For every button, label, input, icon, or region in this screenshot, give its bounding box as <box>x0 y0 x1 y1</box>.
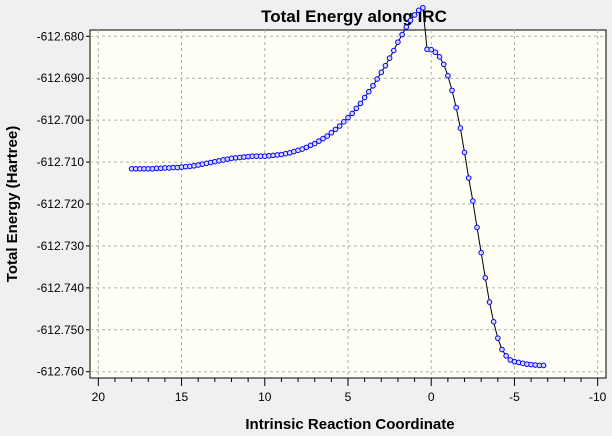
data-markers <box>128 4 547 369</box>
data-point <box>353 105 360 112</box>
data-point <box>328 129 335 136</box>
data-point <box>445 72 451 79</box>
y-tick-label: -612.720 <box>37 197 85 211</box>
y-axis: -612.680 -612.690 -612.700 -612.710 -612.720… <box>37 29 90 379</box>
data-point <box>415 7 422 14</box>
x-axis: 20 15 10 5 0 -5 -10 <box>92 378 607 404</box>
data-point <box>361 94 368 101</box>
data-point <box>345 114 351 121</box>
data-point <box>461 149 468 156</box>
data-point <box>495 335 501 341</box>
data-point <box>374 76 380 82</box>
x-tick-label: -10 <box>589 390 607 404</box>
data-point <box>420 4 426 11</box>
y-tick-label: -612.680 <box>37 29 85 43</box>
data-point <box>324 133 330 139</box>
data-point <box>474 224 480 231</box>
data-point <box>311 140 318 147</box>
data-point <box>403 24 410 30</box>
x-tick-label: 15 <box>175 390 189 404</box>
data-point <box>478 249 484 256</box>
data-point <box>378 69 385 76</box>
data-point <box>499 346 505 353</box>
data-point <box>320 135 326 142</box>
data-point <box>436 54 443 60</box>
data-point <box>503 352 509 359</box>
y-tick-label: -612.710 <box>37 155 85 169</box>
x-tick-label: 10 <box>258 390 272 404</box>
data-point <box>336 123 343 129</box>
data-point <box>332 126 339 133</box>
data-point <box>428 46 435 53</box>
data-point <box>395 39 401 45</box>
x-tick-label: 20 <box>92 390 106 404</box>
y-tick-label: -612.700 <box>37 113 85 127</box>
data-point <box>453 104 459 111</box>
y-axis-label: Total Energy (Hartree) <box>4 126 21 282</box>
data-point <box>349 110 355 117</box>
data-point <box>457 125 464 131</box>
data-point <box>366 88 372 95</box>
grid-lines <box>90 30 606 378</box>
data-point <box>449 87 455 94</box>
data-point <box>432 49 439 56</box>
x-tick-label: -5 <box>509 390 520 404</box>
data-point <box>386 55 393 61</box>
data-point <box>540 362 547 369</box>
y-tick-label: -612.740 <box>37 281 85 295</box>
data-point <box>470 198 476 204</box>
data-point <box>382 62 389 69</box>
chart-title: Total Energy along IRC <box>261 7 447 26</box>
data-point <box>482 274 489 281</box>
y-tick-label: -612.690 <box>37 71 85 85</box>
y-tick-label: -612.730 <box>37 239 85 253</box>
data-point <box>341 119 347 125</box>
x-tick-label: 5 <box>345 390 352 404</box>
data-point <box>465 175 472 181</box>
data-point <box>490 319 497 325</box>
data-point <box>399 31 405 38</box>
data-point <box>357 100 364 107</box>
x-tick-label: 0 <box>428 390 435 404</box>
y-tick-label: -612.750 <box>37 323 85 337</box>
data-point <box>440 61 447 68</box>
data-point <box>303 144 310 151</box>
data-point <box>411 12 418 18</box>
y-tick-label: -612.760 <box>37 365 85 379</box>
data-point <box>316 138 322 144</box>
data-point <box>486 299 493 305</box>
data-point <box>370 82 376 89</box>
x-axis-label: Intrinsic Reaction Coordinate <box>245 416 454 433</box>
data-point <box>390 47 397 54</box>
data-point <box>407 17 414 24</box>
